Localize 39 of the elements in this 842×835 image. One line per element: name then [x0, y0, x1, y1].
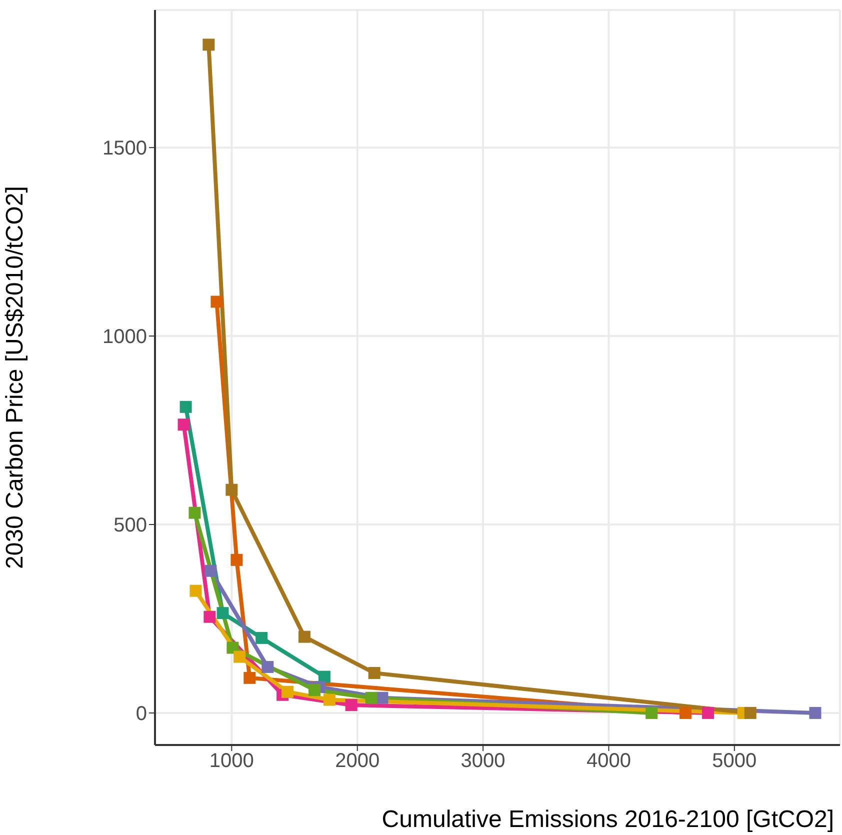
x-tick-label: 5000: [712, 750, 757, 772]
point: [190, 584, 202, 597]
point: [646, 706, 658, 719]
x-tick-label: 1000: [209, 750, 254, 772]
point: [234, 650, 246, 663]
point: [210, 296, 223, 308]
point: [180, 400, 192, 413]
y-tick-label: 0: [136, 703, 147, 726]
point: [204, 610, 216, 623]
point: [744, 706, 756, 719]
point: [216, 607, 229, 620]
y-axis-title: 2030 Carbon Price [US$2010/tCO2]: [2, 186, 29, 569]
point: [256, 632, 268, 644]
point: [345, 699, 358, 712]
point: [368, 667, 380, 680]
point: [308, 684, 320, 696]
point: [204, 564, 217, 577]
point: [226, 484, 238, 496]
point: [702, 706, 714, 719]
point: [178, 418, 190, 431]
point: [680, 706, 692, 719]
point: [230, 554, 243, 566]
point: [244, 672, 256, 684]
point: [365, 692, 378, 704]
y-tick-label: 1500: [102, 138, 147, 160]
point: [323, 694, 336, 706]
y-tick-label: 1000: [102, 326, 147, 348]
x-tick-label: 3000: [460, 750, 506, 772]
point: [281, 686, 294, 698]
point: [202, 38, 215, 51]
x-tick-label: 4000: [586, 750, 631, 772]
y-tick-label: 500: [114, 514, 147, 537]
point: [298, 630, 310, 643]
point: [188, 506, 201, 519]
x-axis-title: Cumulative Emissions 2016-2100 [GtCO2]: [382, 806, 834, 833]
point: [809, 706, 822, 719]
point: [318, 670, 330, 683]
x-tick-label: 2000: [335, 750, 380, 772]
point: [262, 660, 274, 673]
